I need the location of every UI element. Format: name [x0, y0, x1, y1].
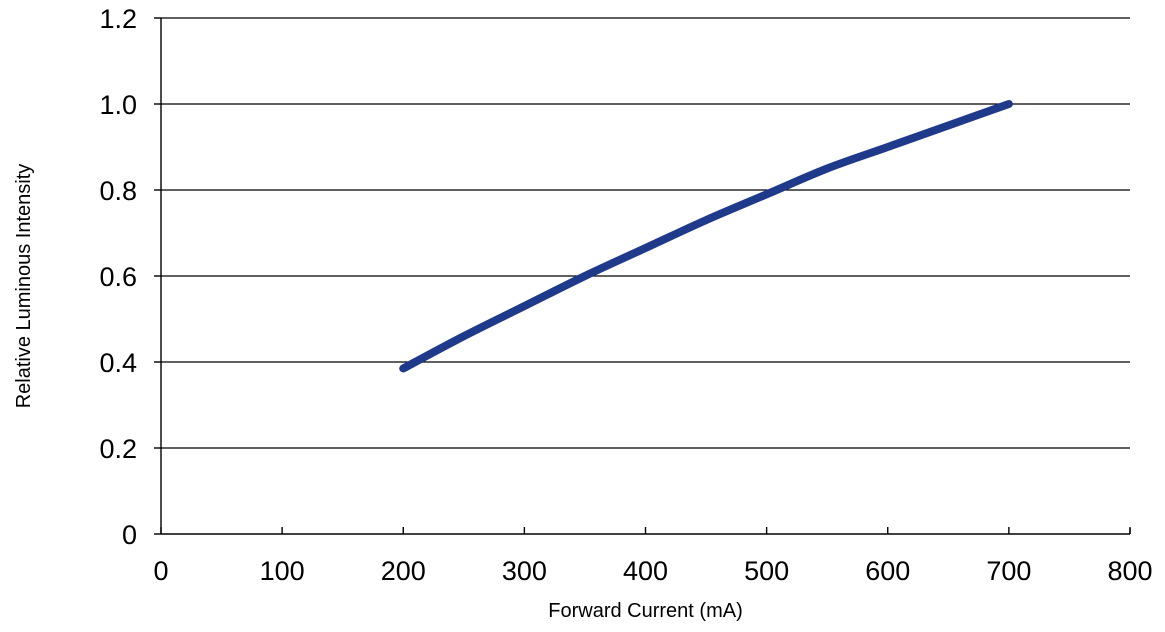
x-tick-label-300: 300	[502, 556, 547, 586]
x-tick-label-500: 500	[744, 556, 789, 586]
series-line-0	[399, 100, 1013, 373]
y-tick-label-0.4: 0.4	[99, 348, 137, 378]
axes	[154, 17, 1131, 535]
x-tick-label-600: 600	[865, 556, 910, 586]
x-tick-label-200: 200	[381, 556, 426, 586]
y-tick-label-0.2: 0.2	[99, 434, 137, 464]
y-axis-title: Relative Luminous Intensity	[13, 164, 35, 409]
x-tick-label-0: 0	[153, 556, 168, 586]
grid-lines	[161, 17, 1130, 449]
x-tick-label-700: 700	[986, 556, 1031, 586]
series-layer	[399, 100, 1013, 373]
x-axis-title: Forward Current (mA)	[548, 600, 742, 622]
y-tick-label-1.0: 1.0	[99, 90, 137, 120]
x-tick-label-100: 100	[260, 556, 305, 586]
x-tick-label-400: 400	[623, 556, 668, 586]
y-tick-label-0.8: 0.8	[99, 176, 137, 206]
x-tick-label-800: 800	[1107, 556, 1152, 586]
tick-labels: 0 100 200 300 400 500 600 700 800 0 0.2 0.4 0.6 0.8 1.…	[99, 4, 1152, 586]
y-tick-label-0.6: 0.6	[99, 262, 137, 292]
y-tick-label-0: 0	[122, 520, 137, 550]
y-tick-label-1.2: 1.2	[99, 4, 137, 34]
